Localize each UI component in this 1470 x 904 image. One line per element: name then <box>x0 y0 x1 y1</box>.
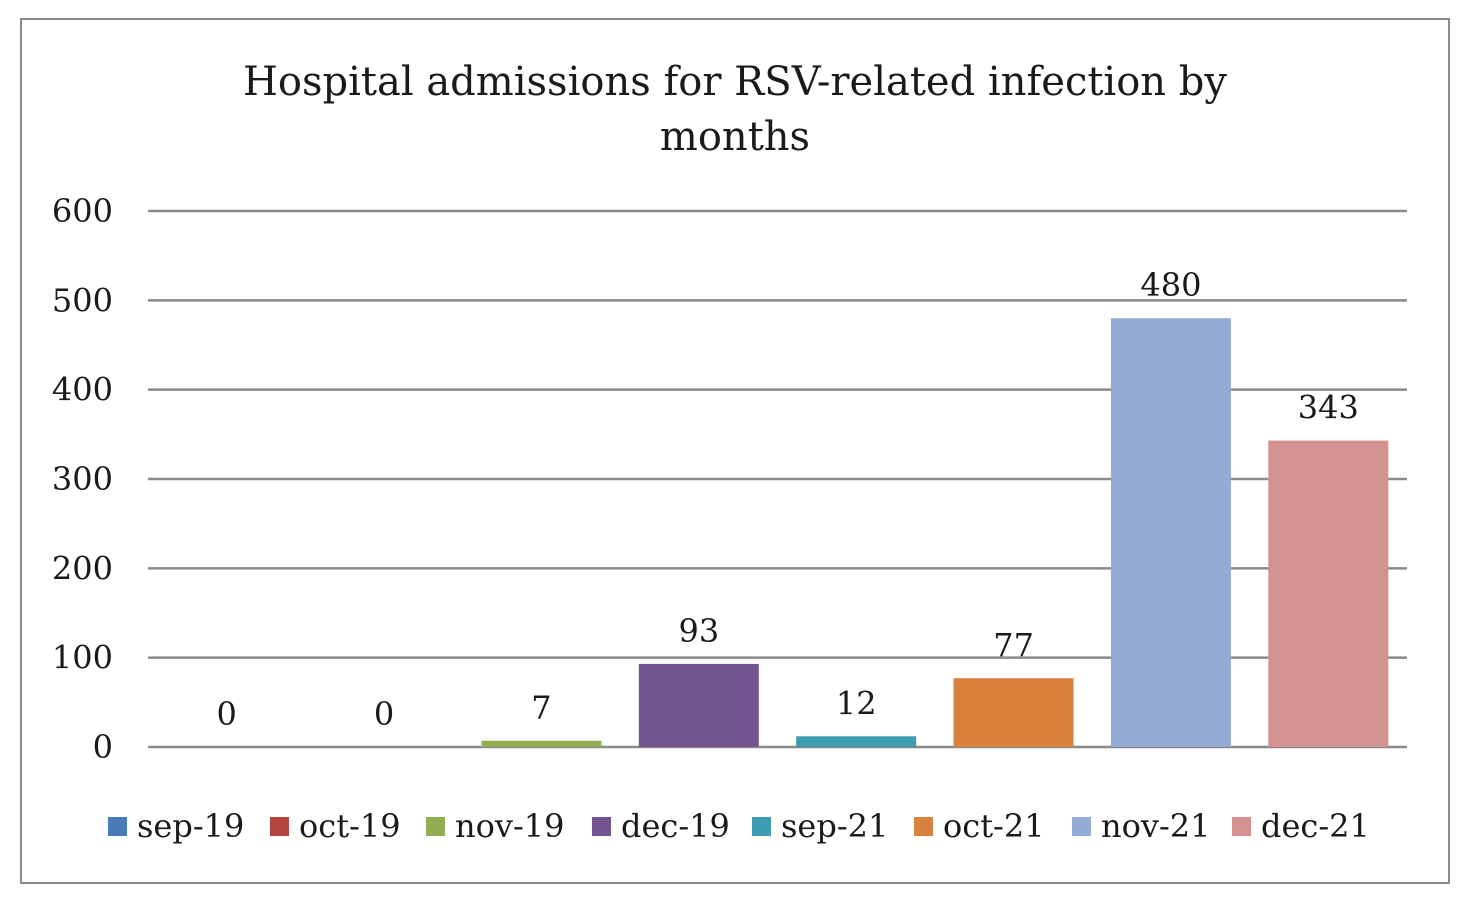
bars <box>481 318 1389 747</box>
bar-oct-21 <box>953 678 1074 747</box>
legend: sep-19 oct-19 nov-19 dec-19 sep-21 oct-21 nov-… <box>108 807 1370 845</box>
y-tick-label: 200 <box>52 549 113 587</box>
y-tick-label: 300 <box>52 460 113 498</box>
data-label-dec-21: 343 <box>1298 389 1359 427</box>
chart-title-line-1: Hospital admissions for RSV-related infe… <box>243 59 1227 105</box>
data-label-oct-19: 0 <box>374 695 394 733</box>
y-tick-label: 100 <box>52 639 113 677</box>
legend-label-nov-21: nov-21 <box>1101 807 1210 845</box>
data-label-sep-21: 12 <box>836 684 877 722</box>
legend-label-nov-19: nov-19 <box>455 807 564 845</box>
bar-nov-21 <box>1110 318 1231 747</box>
legend-swatch-nov-19 <box>426 817 445 836</box>
legend-swatch-oct-21 <box>914 817 933 836</box>
bar-dec-19 <box>638 663 759 747</box>
y-axis-tick-labels: 0 100 200 300 400 500 600 <box>52 192 113 766</box>
legend-swatch-nov-21 <box>1072 817 1091 836</box>
legend-swatch-dec-19 <box>592 817 611 836</box>
bar-dec-21 <box>1268 440 1389 747</box>
y-tick-label: 600 <box>52 192 113 230</box>
legend-label-dec-21: dec-21 <box>1261 807 1370 845</box>
legend-swatch-sep-21 <box>752 817 771 836</box>
y-tick-label: 500 <box>52 281 113 319</box>
data-label-oct-21: 77 <box>993 626 1034 664</box>
y-tick-label: 400 <box>52 371 113 409</box>
legend-swatch-oct-19 <box>270 817 289 836</box>
data-label-nov-21: 480 <box>1140 266 1201 304</box>
data-label-nov-19: 7 <box>531 689 551 727</box>
bar-nov-19 <box>481 740 602 747</box>
y-tick-label: 0 <box>93 728 113 766</box>
legend-label-oct-21: oct-21 <box>943 807 1045 845</box>
legend-label-sep-21: sep-21 <box>781 807 888 845</box>
legend-swatch-sep-19 <box>108 817 127 836</box>
data-label-dec-19: 93 <box>678 612 719 650</box>
data-labels: 0 0 7 93 12 77 480 343 <box>217 266 1359 733</box>
legend-swatch-dec-21 <box>1232 817 1251 836</box>
chart-title-line-2: months <box>660 114 810 160</box>
bar-sep-21 <box>796 736 917 747</box>
legend-label-dec-19: dec-19 <box>621 807 730 845</box>
legend-label-oct-19: oct-19 <box>299 807 401 845</box>
data-label-sep-19: 0 <box>217 695 237 733</box>
legend-label-sep-19: sep-19 <box>137 807 244 845</box>
